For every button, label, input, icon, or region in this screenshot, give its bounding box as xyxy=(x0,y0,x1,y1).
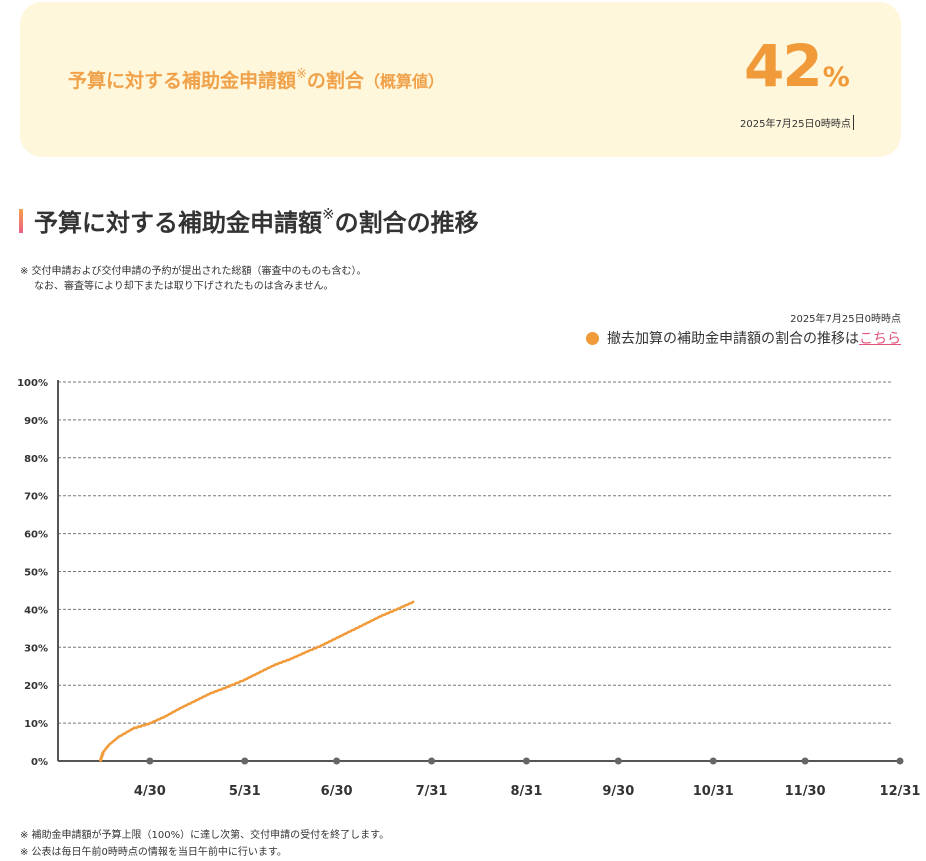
chart-timestamp: 2025年7月25日0時時点 xyxy=(790,314,901,325)
summary-unit: % xyxy=(822,62,850,93)
summary-timestamp: 2025年7月25日0時時点 xyxy=(740,115,854,130)
x-tick-label: 9/30 xyxy=(602,784,634,799)
y-tick-label: 10% xyxy=(24,719,48,730)
x-tick-marker xyxy=(801,757,809,765)
legend-dot-icon xyxy=(586,331,599,345)
x-tick-label: 5/31 xyxy=(229,784,261,799)
x-tick-marker xyxy=(241,757,249,765)
section-accent-bar xyxy=(19,209,23,233)
removal-addition-link[interactable]: こちら xyxy=(859,331,901,347)
x-tick-label: 7/31 xyxy=(416,784,448,799)
summary-title: 予算に対する補助金申請額※の割合（概算値） xyxy=(68,66,444,92)
x-tick-marker xyxy=(709,757,717,765)
y-tick-label: 80% xyxy=(24,454,48,465)
line-chart: 0% 10% 20% 30% 40% 50% 60% 70% 80% 90% 100% 4/30 5/3… xyxy=(17,378,921,799)
legend-text: 撤去加算の補助金申請額の割合の推移は xyxy=(607,331,859,347)
summary-percentage: 42% xyxy=(744,32,850,100)
section-note-line1: ※ 交付申請および交付申請の予約が提出された総額（審査中のものも含む）。 xyxy=(20,266,367,277)
section-title: 予算に対する補助金申請額※の割合の推移 xyxy=(34,205,479,237)
series-line xyxy=(98,600,415,763)
x-tick-marker xyxy=(614,757,622,765)
y-tick-label: 20% xyxy=(24,681,48,692)
x-tick-label: 11/30 xyxy=(785,784,826,799)
y-tick-label: 0% xyxy=(31,757,48,768)
x-tick-marker xyxy=(896,757,904,765)
x-tick-marker xyxy=(522,757,530,765)
x-tick-label: 12/31 xyxy=(880,784,921,799)
x-tick-marker xyxy=(146,757,154,765)
x-tick-label: 6/30 xyxy=(321,784,353,799)
y-tick-label: 60% xyxy=(24,530,48,541)
x-tick-label: 4/30 xyxy=(134,784,166,799)
y-tick-label: 90% xyxy=(24,416,48,427)
summary-card: 予算に対する補助金申請額※の割合（概算値） 42% 2025年7月25日0時時点 xyxy=(20,2,901,157)
legend: 撤去加算の補助金申請額の割合の推移は こちら xyxy=(586,328,901,348)
section-note-line2: なお、審査等により却下または取り下げされたものは含みません。 xyxy=(34,281,334,292)
y-tick-label: 30% xyxy=(24,643,48,654)
x-tick-label: 10/31 xyxy=(693,784,734,799)
footnote-1: ※ 補助金申請額が予算上限（100%）に達し次第、交付申請の受付を終了します。 xyxy=(20,830,390,841)
y-tick-label: 50% xyxy=(24,568,48,579)
x-tick-marker xyxy=(428,757,436,765)
y-tick-label: 100% xyxy=(17,378,48,389)
footnote-2: ※ 公表は毎日午前0時時点の情報を当日午前中に行います。 xyxy=(20,847,287,858)
x-tick-marker xyxy=(333,757,341,765)
y-tick-label: 40% xyxy=(24,605,48,616)
summary-value: 42 xyxy=(744,32,823,100)
y-tick-label: 70% xyxy=(24,492,48,503)
x-tick-label: 8/31 xyxy=(511,784,543,799)
